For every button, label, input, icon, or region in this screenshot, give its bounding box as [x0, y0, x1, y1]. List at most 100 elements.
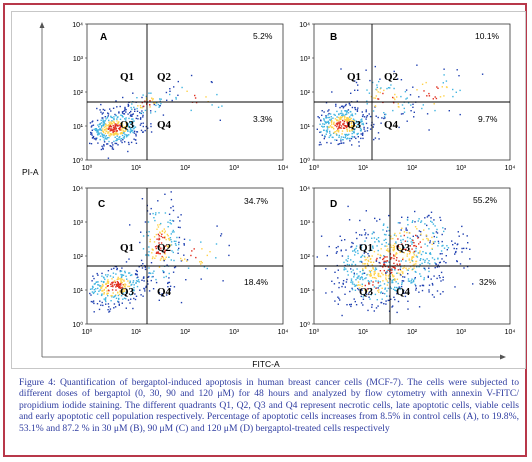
panel-d-event-dot: [445, 255, 447, 257]
panel-d-event-dot: [414, 244, 416, 247]
panel-b-event-dot: [334, 118, 337, 120]
panel-c-event-dot: [131, 293, 133, 295]
panel-c-event-dot: [145, 286, 147, 288]
panel-b-event-dot: [343, 122, 345, 124]
panel-a-event-dot: [117, 122, 120, 124]
panel-b-event-dot: [339, 127, 341, 129]
panel-b-event-dot: [328, 116, 331, 119]
panel-d-event-dot: [390, 257, 392, 259]
panel-c-event-dot: [132, 307, 134, 310]
panel-d-event-dot: [394, 289, 396, 291]
panel-b-event-dot: [443, 95, 445, 97]
panel-d-event-dot: [463, 247, 465, 250]
panel-c-event-dot: [186, 259, 189, 261]
panel-a-event-dot: [127, 150, 129, 153]
panel-b-event-dot: [354, 80, 356, 82]
panel-d-event-dot: [424, 223, 426, 225]
panel-d-event-dot: [411, 258, 413, 260]
panel-c-q1-label: Q1: [120, 242, 134, 254]
panel-d-y-tick-label: 10³: [300, 220, 311, 227]
panel-d-event-dot: [399, 286, 401, 289]
panel-d-event-dot: [461, 225, 463, 228]
panel-c-event-dot: [121, 275, 123, 277]
panel-a-event-dot: [91, 134, 93, 136]
panel-c-event-dot: [128, 272, 130, 274]
panel-d-event-dot: [366, 274, 368, 276]
panel-d-event-dot: [433, 235, 435, 238]
panel-c-event-dot: [101, 287, 103, 289]
panel-d-event-dot: [401, 271, 403, 273]
panel-c-event-dot: [113, 307, 115, 309]
panel-a-event-dot: [150, 131, 153, 133]
panel-d-event-dot: [412, 220, 414, 222]
panel-d-event-dot: [430, 211, 433, 213]
panel-c-event-dot: [107, 285, 109, 287]
panel-b-event-dot: [421, 107, 423, 110]
panel-a-event-dot: [150, 112, 152, 114]
panel-a-event-dot: [116, 135, 118, 137]
panel-c-event-dot: [108, 311, 110, 313]
panel-d-event-dot: [466, 235, 468, 237]
panel-c-event-dot: [106, 280, 109, 283]
panel-c-event-dot: [169, 219, 171, 221]
panel-c-event-dot: [157, 224, 159, 226]
panel-c-event-dot: [117, 294, 120, 297]
panel-c-event-dot: [107, 279, 109, 281]
panel-d-event-dot: [378, 291, 380, 293]
panel-a-event-dot: [140, 117, 142, 119]
panel-b-event-dot: [346, 128, 348, 131]
panel-a-event-dot: [194, 97, 197, 99]
panel-d-event-dot: [395, 241, 397, 243]
panel-b-event-dot: [334, 114, 336, 116]
panel-b-event-dot: [327, 116, 329, 119]
panel-d-event-dot: [347, 257, 349, 260]
panel-c-event-dot: [96, 303, 99, 305]
panel-b-event-dot: [354, 108, 357, 111]
panel-b-event-dot: [346, 110, 348, 112]
panel-c-event-dot: [140, 294, 142, 296]
panel-c-event-dot: [120, 270, 123, 272]
panel-d-event-dot: [354, 289, 357, 291]
panel-d-event-dot: [428, 284, 431, 286]
panel-d-event-dot: [413, 245, 415, 247]
panel-b-event-dot: [355, 120, 357, 122]
panel-a-event-dot: [136, 107, 138, 110]
panel-a-event-dot: [97, 142, 99, 144]
panel-d-event-dot: [375, 280, 377, 282]
panel-d-event-dot: [356, 237, 358, 240]
panel-c-event-dot: [176, 236, 178, 239]
panel-a-event-dot: [115, 130, 117, 132]
panel-d-event-dot: [429, 242, 431, 244]
panel-a-event-dot: [99, 109, 101, 111]
panel-c-event-dot: [143, 280, 145, 282]
panel-d-event-dot: [350, 271, 353, 273]
panel-c-event-dot: [165, 294, 168, 296]
panel-c-event-dot: [120, 287, 122, 289]
panel-c-event-dot: [119, 290, 121, 292]
panel-d-event-dot: [408, 253, 411, 255]
panel-d-event-dot: [412, 264, 414, 267]
panel-d-event-dot: [402, 238, 404, 241]
panel-b-event-dot: [338, 113, 340, 116]
panel-b-event-dot: [325, 121, 328, 123]
panel-d-event-dot: [396, 263, 398, 265]
panel-b-event-dot: [331, 91, 333, 93]
panel-b-event-dot: [362, 133, 364, 135]
panel-c-event-dot: [172, 251, 174, 254]
panel-d-event-dot: [451, 240, 453, 242]
panel-d-event-dot: [379, 257, 381, 259]
panel-b-event-dot: [392, 96, 394, 99]
panel-d-event-dot: [350, 279, 353, 282]
panel-d-event-dot: [432, 284, 434, 286]
panel-b-event-dot: [347, 117, 349, 119]
panel-c-event-dot: [118, 301, 120, 303]
panel-d-event-dot: [392, 281, 394, 284]
panel-d-event-dot: [374, 270, 376, 273]
panel-c-event-dot: [157, 226, 160, 228]
panel-d-event-dot: [350, 246, 352, 248]
panel-d-event-dot: [458, 235, 460, 237]
panel-c-event-dot: [135, 295, 138, 297]
panel-c-event-dot: [183, 244, 185, 246]
panel-d-event-dot: [420, 233, 422, 235]
